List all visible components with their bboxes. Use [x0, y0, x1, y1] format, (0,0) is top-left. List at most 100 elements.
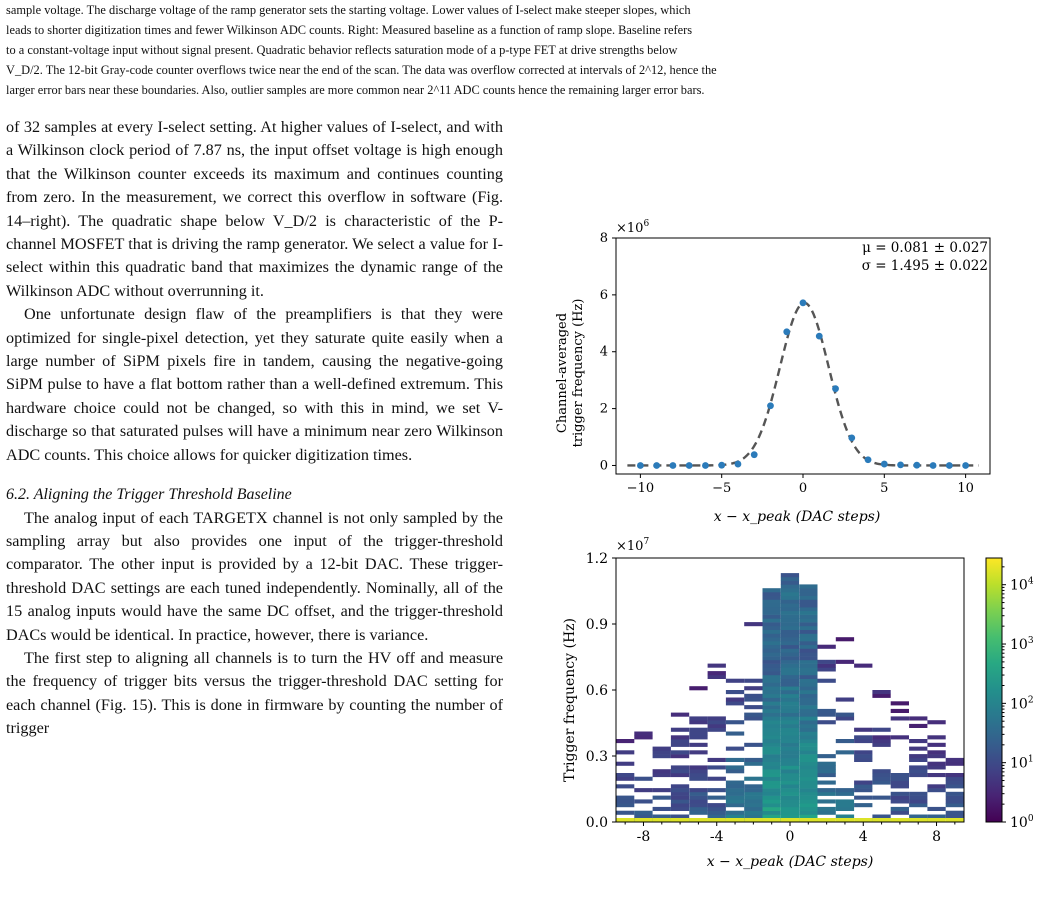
heatmap-cell — [780, 739, 800, 744]
heatmap-cell — [616, 799, 635, 804]
data-point — [864, 456, 872, 464]
gaussian-fit-line — [627, 301, 979, 467]
heatmap-cell — [780, 701, 800, 706]
heatmap-cell — [762, 614, 781, 619]
heatmap-cell — [799, 803, 818, 808]
heatmap-cell — [799, 791, 818, 796]
colorbar-tick-label: 102 — [1010, 695, 1034, 712]
heatmap-cell — [927, 818, 946, 822]
heatmap-cell — [799, 678, 818, 683]
heatmap-cell — [762, 735, 781, 740]
heatmap-cell — [780, 757, 800, 762]
heatmap-cell — [909, 814, 928, 819]
heatmap-cell — [744, 791, 763, 796]
heatmap-cell — [799, 671, 818, 676]
heatmap-cell — [762, 769, 781, 774]
heatmap-cell — [780, 674, 800, 679]
heatmap-cell — [799, 818, 818, 822]
heatmap-axes: -8 -4 0 4 8 0.0 0.3 0.6 0.9 1.2 100 101 102 103 104 — [586, 551, 1034, 845]
heatmap-cell — [725, 784, 745, 789]
heatmap-cell — [762, 791, 781, 796]
heatmap-cell — [835, 788, 855, 793]
heatmap-cell — [707, 765, 726, 770]
heatmap-cell — [799, 776, 818, 781]
gaussian-fit-chart: −10 −5 0 5 10 0 2 4 6 8 ×106 Channel-averaged tri… — [555, 219, 991, 525]
colorbar-tick-label: 103 — [1010, 636, 1034, 653]
heatmap-cell — [927, 814, 946, 819]
heatmap-cell — [872, 795, 891, 800]
heatmap-cell — [890, 780, 909, 785]
heatmap-cell — [780, 618, 800, 623]
heatmap-cell — [780, 588, 800, 593]
heatmap-cell — [799, 799, 818, 804]
heatmap-cell — [799, 599, 818, 604]
heatmap-cell — [780, 610, 800, 615]
heatmap-cell — [670, 795, 690, 800]
caption-line-5: larger error bars near these boundaries.… — [6, 83, 705, 97]
heatmap-cell — [634, 776, 653, 781]
paragraph-3: The analog input of each TARGETX channel… — [6, 508, 503, 644]
heatmap-cell — [890, 776, 909, 781]
heatmap-cell — [762, 776, 781, 781]
heatmap-cell — [890, 735, 909, 740]
heatmap-cell — [689, 750, 708, 755]
heatmap-cell — [909, 765, 928, 770]
heatmap-cell — [762, 686, 781, 691]
heatmap-cell — [890, 806, 909, 811]
data-point — [636, 462, 644, 469]
heatmap-cell — [725, 788, 745, 793]
heatmap-cell — [744, 742, 763, 747]
heatmap-y-tick-label: 1.2 — [586, 551, 608, 567]
heatmap-cell — [799, 769, 818, 774]
heatmap-cell — [799, 663, 818, 668]
heatmap-cell — [909, 803, 928, 808]
heatmap-cell — [689, 806, 708, 811]
heatmap-cell — [817, 806, 836, 811]
heatmap-cell — [945, 757, 964, 762]
heatmap-cell — [780, 705, 800, 710]
heatmap-cell — [799, 754, 818, 759]
heatmap-cell — [652, 750, 671, 755]
heatmap-cell — [707, 795, 726, 800]
heatmap-cell — [909, 739, 928, 744]
heatmap-cell — [799, 723, 818, 728]
heatmap-cell — [762, 625, 781, 630]
heatmap-cell — [835, 803, 855, 808]
heatmap-cell — [799, 603, 818, 608]
heatmap-cell — [927, 735, 946, 740]
heatmap-cell — [762, 810, 781, 815]
heatmap-cell — [872, 742, 891, 747]
heatmap-cell — [909, 791, 928, 796]
heatmap-cell — [670, 750, 690, 755]
heatmap-cell — [762, 754, 781, 759]
caption-line-2: leads to shorter digitization times and … — [6, 23, 693, 37]
heatmap-cell — [927, 773, 946, 778]
heatmap-y-tick-label: 0.6 — [586, 683, 608, 699]
heatmap-cell — [945, 780, 964, 785]
heatmap-cell — [670, 735, 690, 740]
heatmap-x-tick-label: 0 — [786, 829, 795, 845]
heatmap-cell — [780, 690, 800, 695]
heatmap-cell — [762, 637, 781, 642]
heatmap-cell — [707, 727, 726, 732]
heatmap-cell — [670, 784, 690, 789]
heatmap-cell — [670, 754, 690, 759]
heatmap-cell — [652, 754, 671, 759]
heatmap-cell — [927, 750, 946, 755]
heatmap-cell — [835, 791, 855, 796]
data-point — [897, 461, 904, 469]
heatmap-cell — [762, 690, 781, 695]
heatmap-x-tick-label: -4 — [710, 829, 724, 845]
caption-line-3: to a constant-voltage input without sign… — [6, 43, 678, 57]
top-y-tick-label: 2 — [600, 402, 608, 417]
heatmap-cell — [890, 708, 909, 713]
heatmap-cell — [780, 652, 800, 657]
heatmap-cell — [780, 773, 800, 778]
heatmap-cell — [634, 731, 653, 736]
heatmap-cell — [909, 769, 928, 774]
heatmap-cell — [817, 678, 836, 683]
heatmap-cell — [762, 784, 781, 789]
heatmap-cell — [945, 761, 964, 766]
heatmap-cell — [652, 746, 671, 751]
heatmap-cell — [799, 814, 818, 819]
